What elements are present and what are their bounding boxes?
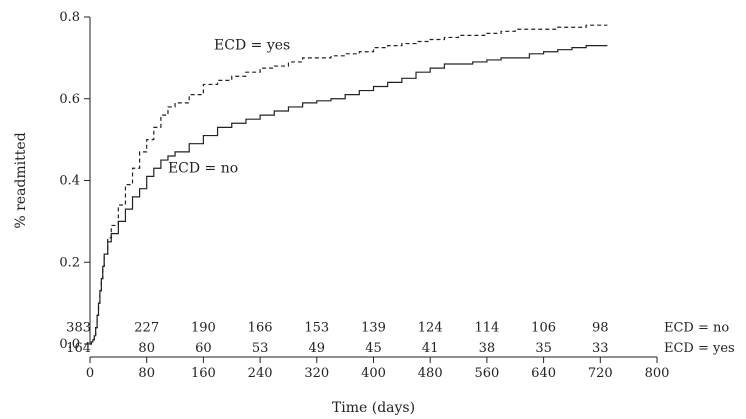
risk-row-label-ecd-yes: ECD = yes xyxy=(664,341,735,356)
x-tick-label: 320 xyxy=(304,366,329,381)
annotation-ecd-no: ECD = no xyxy=(168,160,238,176)
risk-table: 383 227 190 166 153 139 124 114 106 98 ECD = no 164… xyxy=(66,321,735,356)
x-axis-title: Time (days) xyxy=(332,400,415,416)
y-tick-label: 0.0 xyxy=(59,337,80,352)
x-tick-label: 240 xyxy=(248,366,273,381)
risk-count: 190 xyxy=(191,321,216,336)
risk-count: 98 xyxy=(592,321,609,336)
y-tick-label: 0.4 xyxy=(59,174,80,189)
y-tick-label: 0.8 xyxy=(59,10,80,25)
risk-count: 41 xyxy=(422,341,439,356)
x-tick-label: 80 xyxy=(138,366,155,381)
x-tick-label: 640 xyxy=(531,366,556,381)
risk-count: 38 xyxy=(479,341,496,356)
x-tick-label: 800 xyxy=(645,366,670,381)
risk-count: 106 xyxy=(531,321,556,336)
risk-count: 35 xyxy=(535,341,552,356)
risk-count: 227 xyxy=(134,321,159,336)
axes: 0.0 0.2 0.4 0.6 0.8 0 80 160 240 320 400 480 560 640 7… xyxy=(59,10,669,381)
annotation-ecd-yes: ECD = yes xyxy=(214,38,290,54)
risk-count: 33 xyxy=(592,341,609,356)
risk-count: 60 xyxy=(195,341,212,356)
x-tick-label: 0 xyxy=(86,366,94,381)
x-tick-label: 560 xyxy=(474,366,499,381)
risk-row-label-ecd-no: ECD = no xyxy=(664,321,729,336)
y-axis-title: % readmitted xyxy=(13,132,29,228)
annotation-layer: ECD = yes ECD = no xyxy=(168,38,290,177)
risk-count: 80 xyxy=(138,341,155,356)
risk-count: 114 xyxy=(474,321,499,336)
risk-count: 49 xyxy=(309,341,326,356)
risk-count: 45 xyxy=(365,341,382,356)
risk-count: 124 xyxy=(418,321,443,336)
series-line-ecd-no xyxy=(90,45,608,345)
risk-count: 53 xyxy=(252,341,269,356)
risk-count: 383 xyxy=(66,321,91,336)
series-line-ecd-yes xyxy=(90,24,608,345)
risk-count: 139 xyxy=(361,321,386,336)
risk-count: 164 xyxy=(66,341,91,356)
y-tick-label: 0.2 xyxy=(59,255,80,270)
x-tick-label: 480 xyxy=(418,366,443,381)
risk-count: 166 xyxy=(248,321,273,336)
series-layer xyxy=(90,24,608,345)
y-tick-label: 0.6 xyxy=(59,92,80,107)
x-tick-label: 720 xyxy=(588,366,613,381)
x-tick-label: 160 xyxy=(191,366,216,381)
x-tick-label: 400 xyxy=(361,366,386,381)
risk-count: 153 xyxy=(304,321,329,336)
